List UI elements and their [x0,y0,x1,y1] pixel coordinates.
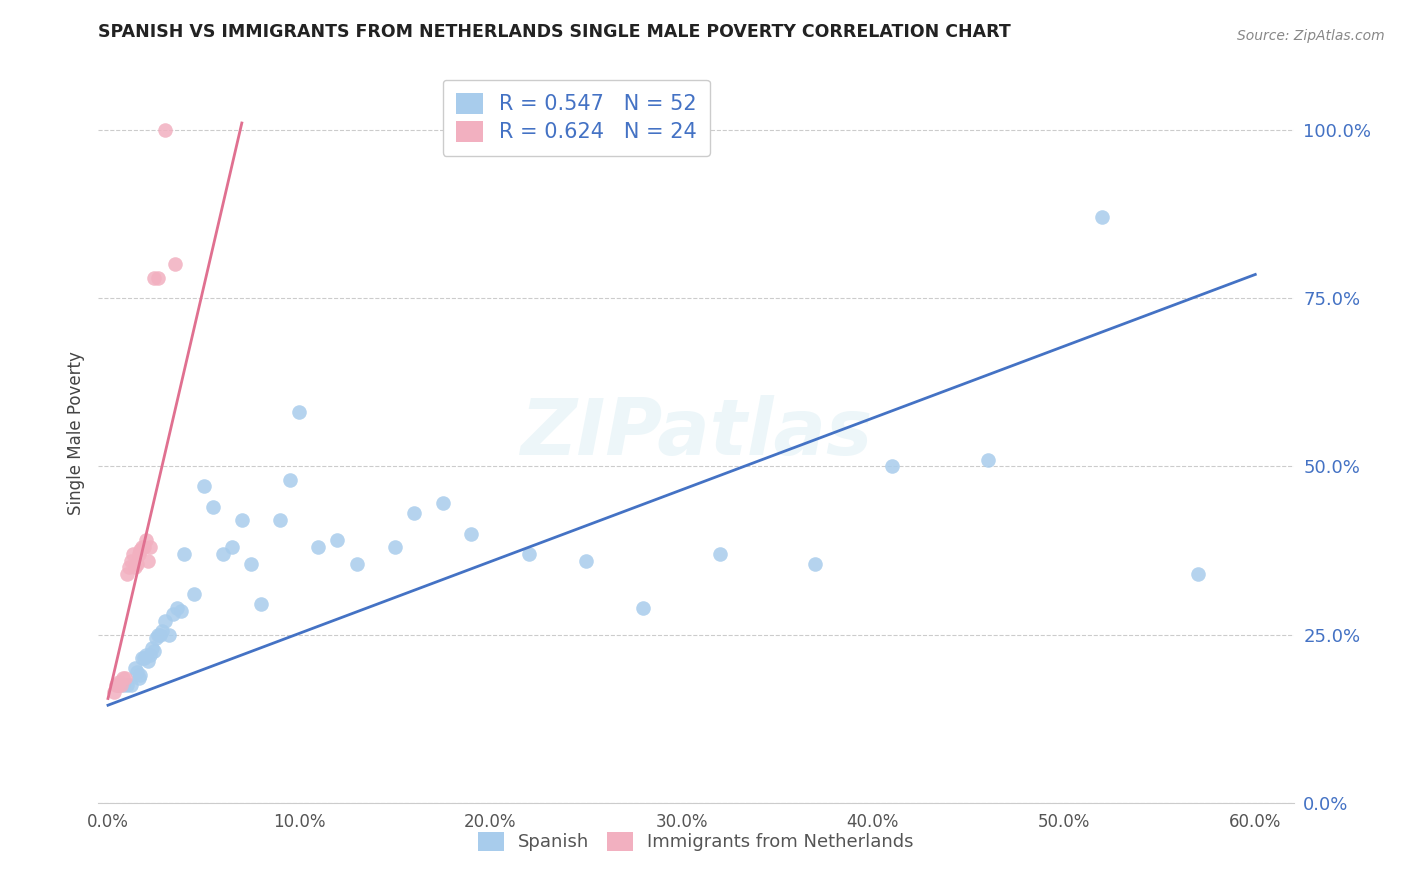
Point [139,540,162,554]
Point [125,665,148,679]
Point [432,496,454,510]
Point [346,557,368,571]
Point [166,600,188,615]
Point [149,627,172,641]
Point [104,678,127,692]
Point [804,557,827,571]
Point [146,627,169,641]
Point [326,533,349,548]
Point [128,547,150,561]
Point [135,533,157,548]
Point [131,540,153,554]
Point [141,640,163,655]
Point [169,604,191,618]
Point [221,540,243,554]
Point [107,678,129,692]
Legend: Spanish, Immigrants from Netherlands: Spanish, Immigrants from Netherlands [470,823,922,861]
Point [135,648,157,662]
Point [155,614,177,628]
Point [134,651,156,665]
Point [173,547,195,561]
Point [103,685,125,699]
Point [307,540,329,554]
Point [384,540,406,554]
Point [125,557,148,571]
Point [211,547,233,561]
Point [150,624,173,639]
Point [115,566,138,581]
Point [124,661,146,675]
Point [157,627,180,641]
Point [112,678,135,692]
Point [128,671,150,685]
Point [108,674,131,689]
Point [575,553,598,567]
Point [120,678,142,692]
Point [278,473,301,487]
Point [118,560,141,574]
Point [880,459,903,474]
Point [163,257,186,271]
Point [240,557,263,571]
Point [124,560,146,574]
Point [1187,566,1209,581]
Y-axis label: Single Male Poverty: Single Male Poverty [66,351,84,515]
Point [112,671,135,685]
Point [976,452,998,467]
Point [460,526,482,541]
Point [146,270,169,285]
Point [155,122,177,136]
Point [115,678,138,692]
Point [131,651,153,665]
Point [162,607,184,622]
Point [288,405,311,419]
Point [107,678,129,692]
Text: SPANISH VS IMMIGRANTS FROM NETHERLANDS SINGLE MALE POVERTY CORRELATION CHART: SPANISH VS IMMIGRANTS FROM NETHERLANDS S… [98,23,1011,41]
Point [129,668,152,682]
Point [202,500,225,514]
Point [1091,211,1114,225]
Point [110,678,132,692]
Point [633,600,655,615]
Point [142,270,165,285]
Point [120,553,142,567]
Point [114,671,136,685]
Point [134,540,156,554]
Point [142,644,165,658]
Text: Source: ZipAtlas.com: Source: ZipAtlas.com [1237,29,1385,44]
Point [517,547,540,561]
Point [269,513,291,527]
Point [139,648,162,662]
Point [193,479,215,493]
Point [183,587,205,601]
Point [121,547,143,561]
Point [145,631,167,645]
Point [136,553,159,567]
Point [129,543,152,558]
Point [136,655,159,669]
Point [709,547,731,561]
Point [402,507,425,521]
Point [250,597,273,611]
Text: ZIPatlas: ZIPatlas [520,394,872,471]
Point [231,513,253,527]
